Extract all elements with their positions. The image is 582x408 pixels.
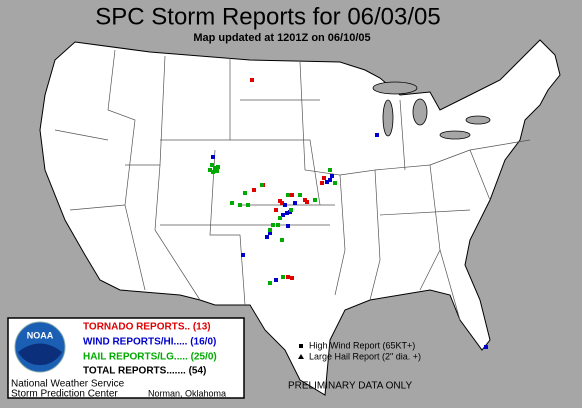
tornado-marker	[280, 201, 284, 205]
hail-legend: HAIL REPORTS/LG..... (25/0)	[83, 352, 217, 363]
wind-marker	[268, 231, 272, 235]
hail-marker	[230, 201, 234, 205]
noaa-logo-wave	[18, 343, 62, 366]
hail-marker	[208, 168, 212, 172]
wind-marker	[241, 253, 245, 257]
hail-marker	[268, 228, 272, 232]
wind-marker	[325, 180, 329, 184]
tornado-marker	[290, 193, 294, 197]
hail-marker	[211, 170, 215, 174]
tornado-marker	[320, 181, 324, 185]
wind-key: High Wind Report (65KT+)	[309, 340, 415, 350]
hail-marker	[333, 181, 337, 185]
hail-marker	[313, 198, 317, 202]
hail-marker	[216, 165, 220, 169]
tornado-marker	[290, 276, 294, 280]
hail-marker	[286, 193, 290, 197]
tornado-marker	[252, 188, 256, 192]
hail-marker	[298, 193, 302, 197]
tornado-legend: TORNADO REPORTS.. (13)	[83, 322, 211, 333]
hail-marker	[281, 275, 285, 279]
tornado-marker	[305, 200, 309, 204]
subtitle: Map updated at 1201Z on 06/10/05	[193, 32, 370, 44]
hail-marker	[328, 168, 332, 172]
wind-marker	[211, 155, 215, 159]
wind-marker	[375, 133, 379, 137]
hail-key: Large Hail Report (2" dia. +)	[309, 351, 421, 361]
hail-marker	[246, 203, 250, 207]
report-markers	[208, 78, 488, 349]
wind-marker	[281, 213, 285, 217]
hail-marker	[278, 216, 282, 220]
total-legend: TOTAL REPORTS....... (54)	[83, 366, 206, 377]
hail-marker	[243, 191, 247, 195]
location: Norman, Oklahoma	[148, 388, 226, 398]
title: SPC Storm Reports for 06/03/05	[95, 3, 441, 30]
hail-key-symbol	[298, 354, 304, 359]
wind-marker	[484, 345, 488, 349]
wind-marker	[293, 201, 297, 205]
hail-marker	[260, 183, 264, 187]
tornado-marker	[250, 78, 254, 82]
wind-marker	[330, 174, 334, 178]
wind-marker	[283, 203, 287, 207]
hail-marker	[238, 203, 242, 207]
tornado-marker	[322, 176, 326, 180]
noaa-logo-text: NOAA	[27, 330, 54, 340]
center: Storm Prediction Center	[11, 389, 118, 400]
wind-marker	[265, 235, 269, 239]
preliminary-note: PRELIMINARY DATA ONLY	[288, 381, 412, 392]
wind-marker	[328, 178, 332, 182]
hail-marker	[289, 208, 293, 212]
hail-marker	[276, 223, 280, 227]
wind-marker	[274, 278, 278, 282]
state-lines	[54, 49, 531, 321]
wind-legend: WIND REPORTS/HI..... (16/0)	[83, 337, 216, 348]
hail-marker	[271, 223, 275, 227]
agency: National Weather Service	[11, 379, 125, 390]
hail-marker	[210, 163, 214, 167]
wind-marker	[285, 211, 289, 215]
hail-marker	[215, 169, 219, 173]
hail-marker	[268, 281, 272, 285]
great-lakes	[372, 81, 491, 140]
wind-key-symbol	[299, 344, 303, 348]
wind-marker	[286, 224, 290, 228]
tornado-marker	[286, 275, 290, 279]
hail-marker	[280, 238, 284, 242]
tornado-marker	[274, 208, 278, 212]
